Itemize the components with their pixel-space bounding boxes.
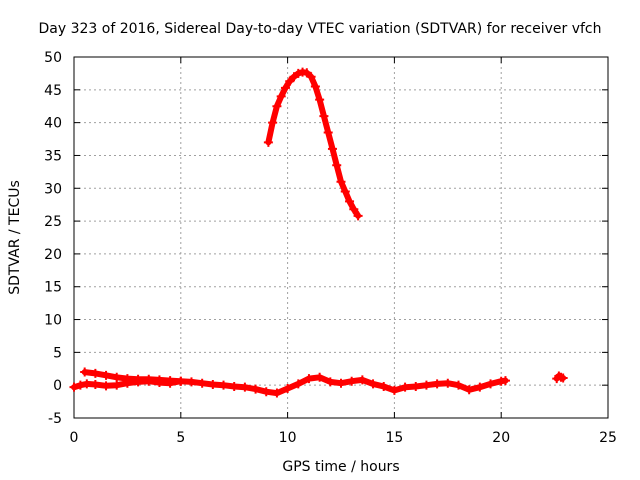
data-point	[332, 160, 342, 170]
x-tick-label: 25	[599, 430, 617, 446]
data-point	[400, 382, 410, 392]
data-point	[90, 368, 100, 378]
data-point	[122, 374, 132, 384]
y-tick-label: 35	[44, 148, 62, 164]
data-point	[112, 372, 122, 382]
data-point	[285, 76, 295, 86]
y-axis-label: SDTVAR / TECUs	[7, 180, 23, 295]
data-point	[154, 375, 164, 385]
data-point	[345, 196, 355, 206]
data-point	[112, 380, 122, 390]
y-tick-label: 30	[44, 181, 62, 197]
data-point	[229, 381, 239, 391]
series-trace	[81, 369, 184, 385]
data-point	[336, 378, 346, 388]
data-point	[336, 177, 346, 187]
y-tick-label: 50	[44, 50, 62, 66]
y-tick-label: 20	[44, 247, 62, 263]
data-point	[475, 382, 485, 392]
y-tick-label: 25	[44, 214, 62, 230]
data-point	[357, 375, 367, 385]
data-point	[80, 367, 90, 377]
axis-ticks: 0 5 10 15 20 25 -5 0 5 10 15 20 25 30 35 40 45 50	[44, 50, 617, 446]
plot-frame	[73, 56, 609, 419]
data-point	[315, 95, 325, 105]
data-point	[283, 383, 293, 393]
x-tick-label: 15	[385, 430, 403, 446]
data-point	[379, 381, 389, 391]
data-point	[280, 83, 290, 93]
data-point	[272, 388, 282, 398]
x-tick-label: 10	[279, 430, 297, 446]
data-point	[263, 137, 273, 147]
series-upper-band	[80, 367, 186, 386]
data-point	[486, 379, 496, 389]
data-point	[101, 381, 111, 391]
data-point	[453, 380, 463, 390]
data-point	[272, 101, 282, 111]
data-point	[310, 82, 320, 92]
data-point	[268, 118, 278, 128]
data-point	[82, 379, 92, 389]
data-point	[347, 376, 357, 386]
chart-grid	[74, 57, 608, 418]
y-tick-label: 15	[44, 280, 62, 296]
data-point	[304, 374, 314, 384]
data-point	[293, 379, 303, 389]
x-tick-label: 20	[492, 430, 510, 446]
data-point	[500, 376, 510, 386]
data-point	[219, 380, 229, 390]
y-tick-label: 40	[44, 116, 62, 132]
data-point	[411, 381, 421, 391]
data-point	[293, 68, 303, 78]
series-trace	[265, 69, 362, 219]
data-point	[315, 372, 325, 382]
data-points	[69, 67, 568, 398]
data-point	[327, 144, 337, 154]
data-point	[69, 382, 79, 392]
data-point	[389, 385, 399, 395]
x-tick-label: 0	[70, 430, 79, 446]
data-point	[133, 374, 143, 384]
y-tick-label: -5	[48, 411, 62, 427]
data-point	[325, 377, 335, 387]
series-high-arc	[263, 67, 363, 221]
data-point	[353, 211, 363, 221]
data-point	[368, 379, 378, 389]
chart-title: Day 323 of 2016, Sidereal Day-to-day VTE…	[38, 21, 601, 37]
data-point	[165, 376, 175, 386]
data-point	[558, 373, 568, 383]
data-point	[340, 187, 350, 197]
data-point	[186, 377, 196, 387]
data-point	[197, 378, 207, 388]
data-point	[323, 127, 333, 137]
data-point	[276, 91, 286, 101]
x-tick-label: 5	[176, 430, 185, 446]
data-point	[443, 378, 453, 388]
series-isolated	[552, 371, 568, 384]
y-tick-label: 5	[53, 345, 62, 361]
data-point	[90, 380, 100, 390]
data-point	[101, 370, 111, 380]
y-tick-label: 0	[53, 378, 62, 394]
data-point	[176, 376, 186, 386]
x-axis-label: GPS time / hours	[282, 459, 399, 475]
y-tick-label: 45	[44, 83, 62, 99]
y-tick-label: 10	[44, 313, 62, 329]
data-point	[319, 111, 329, 121]
data-point	[208, 380, 218, 390]
data-point	[240, 382, 250, 392]
data-point	[261, 387, 271, 397]
data-point	[464, 385, 474, 395]
data-point	[421, 380, 431, 390]
data-point	[306, 72, 316, 82]
data-point	[432, 379, 442, 389]
data-point	[75, 380, 85, 390]
data-point	[251, 384, 261, 394]
data-point	[144, 374, 154, 384]
data-point	[349, 204, 359, 214]
